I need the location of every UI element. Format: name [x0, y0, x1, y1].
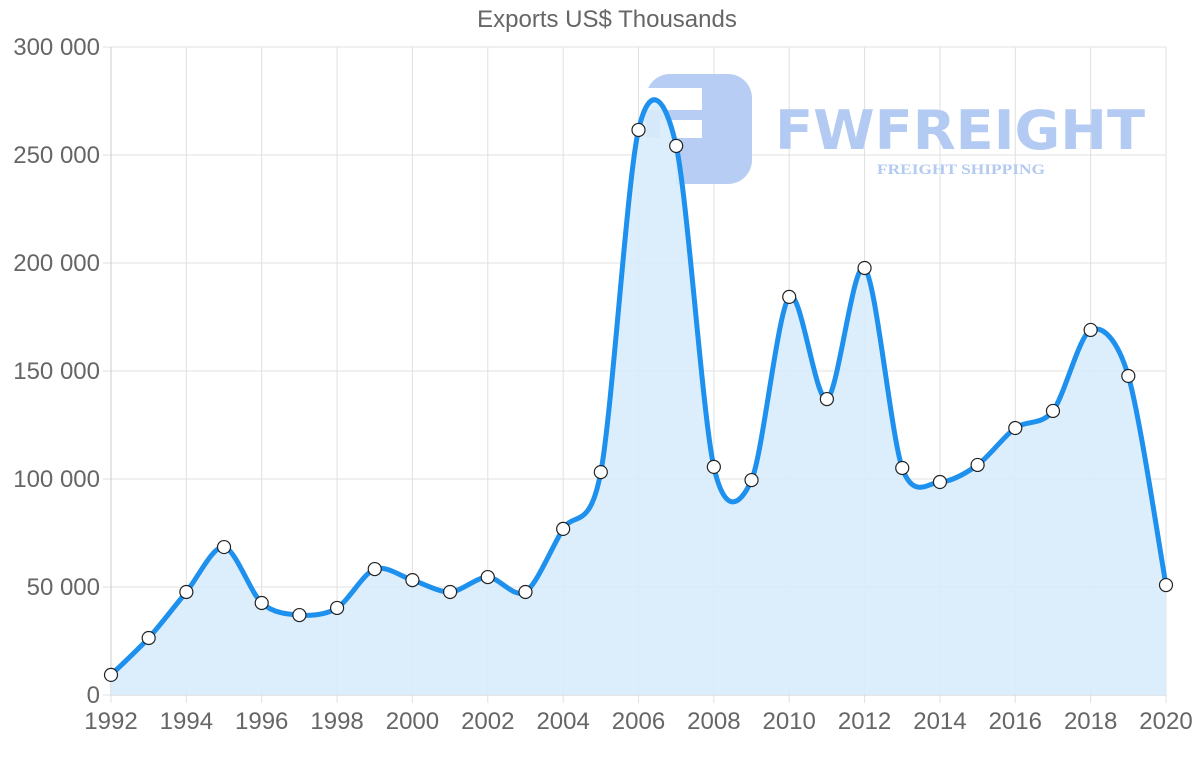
x-tick-label: 2018	[1064, 708, 1117, 735]
data-point[interactable]	[593, 464, 608, 480]
data-point[interactable]	[254, 595, 269, 611]
y-tick-label: 150 000	[13, 358, 100, 385]
area-fill	[111, 99, 1166, 695]
data-point[interactable]	[706, 459, 721, 475]
data-point[interactable]	[480, 569, 495, 585]
y-tick-label: 50 000	[27, 574, 100, 601]
x-tick-label: 2016	[989, 708, 1042, 735]
data-point[interactable]	[216, 539, 232, 555]
data-point[interactable]	[895, 460, 910, 476]
data-point[interactable]	[744, 472, 759, 488]
x-tick-label: 2010	[763, 708, 816, 735]
data-point[interactable]	[857, 260, 872, 276]
data-point[interactable]	[443, 584, 458, 600]
data-point[interactable]	[518, 584, 533, 600]
data-point[interactable]	[556, 521, 571, 536]
data-point[interactable]	[1083, 322, 1098, 338]
data-point[interactable]	[970, 457, 985, 473]
data-point[interactable]	[329, 600, 345, 616]
x-tick-label: 1998	[310, 708, 363, 735]
y-axis-ticks: 0 50 000 100 000 150 000 200 000 250 000 300 0…	[13, 34, 100, 709]
x-tick-label: 2012	[838, 708, 891, 735]
data-point[interactable]	[669, 138, 684, 154]
x-tick-label: 2000	[386, 708, 439, 735]
x-axis-ticks: 1992 1994 1996 1998 2000 2002 2004 2006 2008 2010…	[84, 708, 1192, 735]
x-tick-label: 1992	[84, 708, 137, 735]
data-point[interactable]	[1045, 403, 1061, 419]
x-tick-label: 2014	[913, 708, 966, 735]
y-tick-label: 300 000	[13, 34, 100, 61]
data-point[interactable]	[179, 584, 194, 600]
data-point[interactable]	[141, 630, 156, 646]
data-point[interactable]	[103, 667, 119, 683]
x-tick-label: 2006	[612, 708, 665, 735]
data-point[interactable]	[1121, 368, 1136, 384]
chart-title: Exports US$ Thousands	[477, 6, 737, 33]
watermark-tagline: FREIGHT SHIPPING	[877, 162, 1045, 178]
y-tick-label: 250 000	[13, 142, 100, 169]
watermark-logo: FWFREIGHT FREIGHT SHIPPING	[646, 74, 1145, 184]
x-tick-label: 2004	[536, 708, 589, 735]
y-tick-label: 100 000	[13, 466, 100, 493]
x-tick-label: 2002	[461, 708, 514, 735]
data-point[interactable]	[1158, 577, 1174, 593]
data-point[interactable]	[405, 572, 420, 588]
data-point[interactable]	[367, 561, 382, 577]
y-tick-label: 0	[87, 682, 100, 709]
data-point[interactable]	[292, 607, 307, 623]
x-tick-label: 2008	[687, 708, 740, 735]
x-tick-label: 1996	[235, 708, 288, 735]
data-point[interactable]	[1008, 420, 1023, 436]
x-tick-label: 2020	[1139, 708, 1192, 735]
watermark-brand: FWFREIGHT	[775, 99, 1145, 162]
y-tick-label: 200 000	[13, 250, 100, 277]
x-tick-label: 1994	[160, 708, 213, 735]
data-point[interactable]	[932, 474, 948, 490]
data-points	[103, 122, 1174, 683]
data-point[interactable]	[819, 391, 834, 407]
data-point[interactable]	[631, 122, 646, 138]
data-point[interactable]	[782, 289, 797, 305]
